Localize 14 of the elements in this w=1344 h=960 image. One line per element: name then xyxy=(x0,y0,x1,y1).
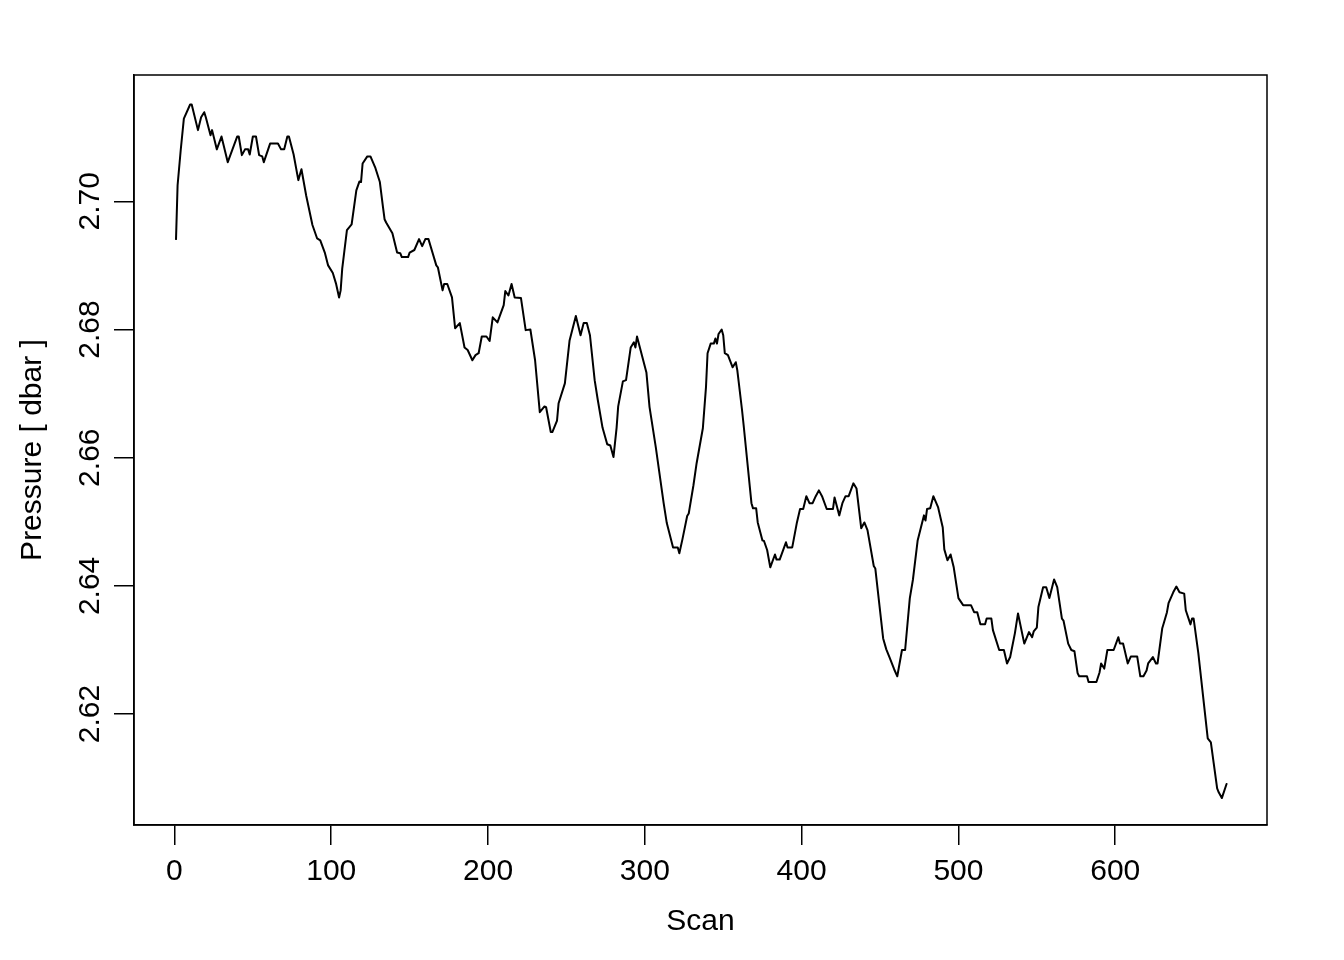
x-tick-label: 0 xyxy=(166,853,183,887)
y-tick-label: 2.68 xyxy=(72,300,106,359)
x-tick-label: 300 xyxy=(619,853,670,887)
x-tick-label: 100 xyxy=(306,853,357,887)
y-tick-label: 2.62 xyxy=(72,684,106,744)
x-tick-label: 500 xyxy=(933,853,984,887)
x-tick-label: 200 xyxy=(463,853,514,887)
y-tick-label: 2.66 xyxy=(72,428,106,487)
y-tick-label: 2.64 xyxy=(72,556,106,616)
x-tick-label: 600 xyxy=(1090,853,1141,887)
x-tick-label: 400 xyxy=(776,853,827,887)
y-axis-title: Pressure [ dbar ] xyxy=(14,339,48,561)
x-axis-title: Scan xyxy=(666,903,735,937)
y-tick-label: 2.70 xyxy=(72,172,106,231)
